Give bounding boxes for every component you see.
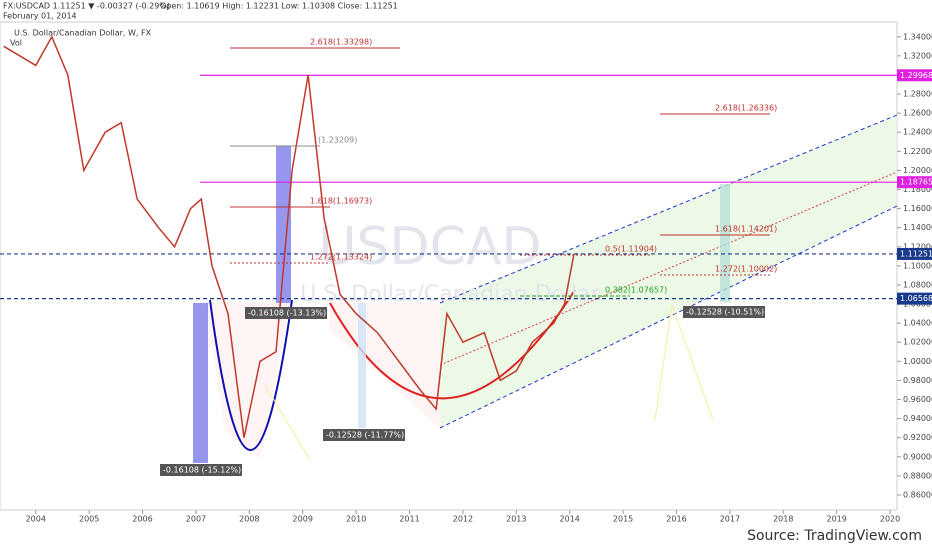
fib-label: (1.23209) (318, 136, 357, 145)
vol-label: Vol (10, 39, 22, 48)
measure-label: -0.16108 (-15.12%) (163, 466, 241, 475)
y-tick-label: 1.26000 (903, 109, 932, 118)
y-tick-label: 1.24000 (903, 128, 932, 137)
range-box (276, 146, 291, 303)
header-date: February 01, 2014 (3, 12, 77, 21)
range-box (193, 303, 208, 463)
x-tick-label: 2020 (880, 515, 900, 524)
measure-box (683, 306, 765, 318)
price-label: 1.29968 (900, 71, 932, 80)
channel-upper (439, 114, 898, 304)
price-label: 1.11251 (900, 249, 932, 258)
y-tick-label: 1.18000 (903, 185, 932, 194)
cup-fill (330, 303, 440, 428)
x-tick-label: 2010 (346, 515, 366, 524)
x-tick-label: 2019 (826, 515, 846, 524)
measure-label: -0.16108 (-13.13%) (248, 309, 326, 318)
x-tick-label: 2008 (239, 515, 259, 524)
y-tick-label: 1.28000 (903, 90, 932, 99)
source: Source: TradingView.com (747, 528, 922, 544)
y-tick-label: 1.10000 (903, 261, 932, 270)
y-tick-label: 1.32000 (903, 51, 932, 60)
x-tick-label: 2005 (79, 515, 99, 524)
measure-label: -0.12528 (-10.51%) (686, 308, 764, 317)
channel-lower (439, 205, 898, 429)
trend-line (671, 304, 714, 421)
fib-label: 1.272(1.13324) (310, 253, 372, 262)
x-tick-label: 2009 (293, 515, 313, 524)
fib-label: 1.272(1.10002) (715, 265, 777, 274)
watermark: U.S. Dollar/Canadian Dollar (300, 282, 600, 307)
fib-label: 0.382(1.07657) (605, 286, 667, 295)
y-tick-label: 1.20000 (903, 166, 932, 175)
y-tick-label: 1.08000 (903, 280, 932, 289)
y-tick-label: 1.02000 (903, 338, 932, 347)
trend-line (654, 304, 673, 421)
price-label-bg (897, 247, 932, 260)
trend-line (264, 384, 311, 461)
header-symbol: FX:USDCAD 1.11251 ▼ -0.00327 (-0.29%) (3, 2, 170, 11)
measure-box (323, 429, 405, 441)
x-tick-label: 2018 (773, 515, 793, 524)
range-box (720, 184, 730, 302)
x-tick-label: 2014 (560, 515, 580, 524)
price-label-bg (897, 176, 932, 189)
price-line-series (3, 35, 575, 438)
price-label-bg (897, 292, 932, 305)
cup-fill (205, 303, 290, 460)
x-tick-label: 2015 (613, 515, 633, 524)
channel-mid (439, 171, 898, 366)
x-tick-label: 2011 (399, 515, 419, 524)
price-label: 1.18765 (900, 178, 932, 187)
fib-label: 2.618(1.26336) (715, 104, 777, 113)
channel-fill (440, 115, 897, 428)
measure-box (160, 464, 242, 476)
x-tick-label: 2012 (453, 515, 473, 524)
y-tick-label: 1.16000 (903, 204, 932, 213)
x-tick-label: 2016 (666, 515, 686, 524)
y-tick-label: 1.34000 (903, 32, 932, 41)
series-name: U.S. Dollar/Canadian Dollar, W, FX (14, 29, 152, 38)
header-ohlc: Open: 1.10619 High: 1.12231 Low: 1.10308… (160, 2, 398, 11)
x-tick-label: 2017 (720, 515, 740, 524)
measure-label: -0.12528 (-11.77%) (326, 431, 404, 440)
x-tick-label: 2013 (506, 515, 526, 524)
y-tick-label: 1.04000 (903, 319, 932, 328)
x-tick-label: 2006 (132, 515, 152, 524)
y-tick-label: 1.14000 (903, 223, 932, 232)
y-tick-label: 1.12000 (903, 242, 932, 251)
x-tick-label: 2004 (26, 515, 46, 524)
cup-curve (209, 299, 293, 451)
price-label: 1.06568 (900, 294, 932, 303)
range-box (358, 303, 366, 428)
fib-label: 1.618(1.16973) (310, 197, 372, 206)
price-label-bg (897, 69, 932, 82)
y-tick-label: 0.86000 (903, 490, 932, 499)
y-tick-label: 1.22000 (903, 147, 932, 156)
measure-box (245, 307, 327, 319)
fib-label: 2.618(1.33298) (310, 38, 372, 47)
fib-label: 1.618(1.14201) (715, 225, 777, 234)
watermark: USDCAD (318, 217, 541, 277)
x-tick-label: 2007 (186, 515, 206, 524)
fib-label: 0.5(1.11904) (605, 245, 657, 254)
